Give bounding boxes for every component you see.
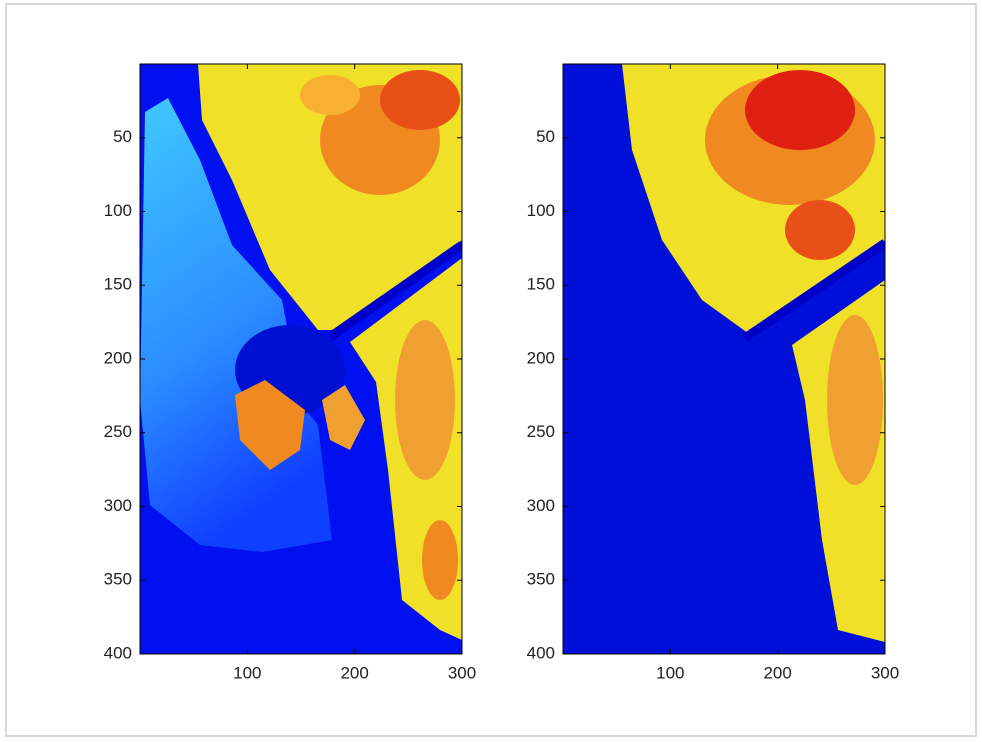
- y-tick-label: 150: [104, 275, 132, 294]
- y-tick-label: 400: [527, 643, 555, 662]
- y-tick-label: 100: [104, 201, 132, 220]
- y-tick-label: 200: [527, 348, 555, 367]
- x-tick-label: 100: [656, 663, 684, 682]
- x-tick-label: 300: [448, 663, 476, 682]
- x-tick-label: 300: [871, 663, 899, 682]
- y-tick-label: 50: [536, 127, 555, 146]
- y-tick-label: 350: [104, 570, 132, 589]
- y-tick-label: 350: [527, 570, 555, 589]
- y-tick-label: 400: [104, 643, 132, 662]
- y-tick-label: 150: [527, 275, 555, 294]
- y-tick-label: 250: [104, 422, 132, 441]
- image-right: [563, 64, 885, 654]
- y-tick-label: 50: [113, 127, 132, 146]
- x-tick-label: 200: [340, 663, 368, 682]
- y-tick-label: 300: [104, 496, 132, 515]
- y-tick-label: 250: [527, 422, 555, 441]
- image-left: [140, 64, 462, 654]
- y-tick-label: 200: [104, 348, 132, 367]
- y-tick-label: 100: [527, 201, 555, 220]
- x-tick-label: 100: [233, 663, 261, 682]
- y-tick-label: 300: [527, 496, 555, 515]
- x-tick-label: 200: [763, 663, 791, 682]
